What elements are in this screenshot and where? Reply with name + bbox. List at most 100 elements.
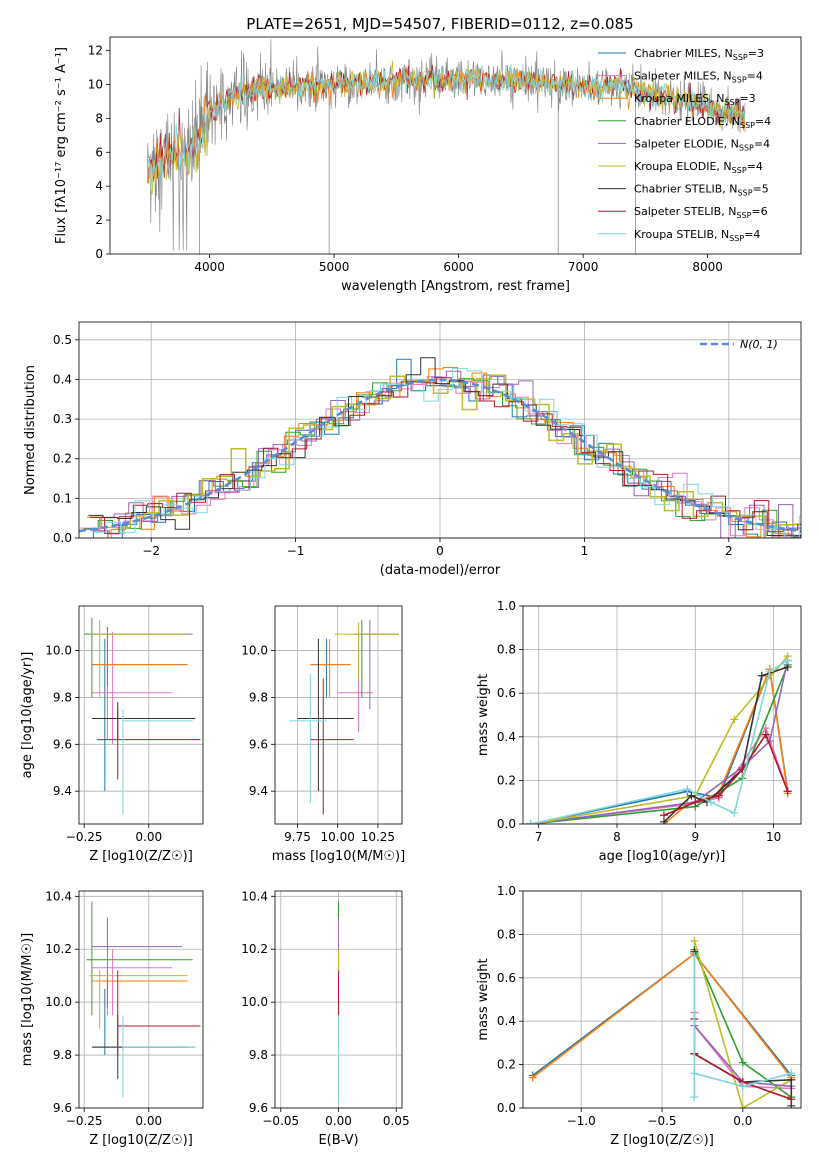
legend-entry: N(0, 1) [740,338,778,351]
series-marker-kroupa_stelib [765,667,774,676]
legend-entry: Kroupa ELODIE, NSSP=4 [634,160,763,175]
y-tick-label: 10.0 [45,995,72,1009]
histogram-kroupa_miles [82,367,801,538]
panel-age_vs_Z: −0.25 0.00 9.4 9.6 9.8 10.0 Z [log10(Z/Z☉)] age… [20,605,204,864]
y-tick-label: 10.4 [45,889,72,903]
x-axis-label: wavelength [Angstrom, rest frame] [341,279,570,294]
y-axis-label: mass weight [476,958,491,1040]
model-line-kroupa_stelib [147,63,746,189]
x-tick-label: 8000 [692,260,723,274]
series-marker-salpeter_stelib [659,811,668,820]
plot-area [289,620,399,815]
y-tick-label: 0.0 [497,817,516,831]
model-line-salpeter_stelib [147,64,746,183]
plot-area [147,39,746,254]
series-marker-kroupa_stelib [783,656,792,665]
legend-label: Salpeter STELIB, N [634,205,736,218]
axes-frame [274,890,403,1109]
series-line-salpeter_stelib [663,732,789,817]
series-line-kroupa_elodie [530,655,789,824]
y-tick-label: 0.8 [497,927,516,941]
y-tick-label: 0.0 [497,1101,516,1115]
axes: 7 8 9 10 0.0 0.2 0.4 0.6 0.8 1.0 age [log10(age/yr… [476,599,802,864]
legend-entry: Chabrier STELIB, NSSP=5 [634,183,769,198]
x-tick-label: 0.0 [733,1114,752,1128]
legend-suffix: =4 [755,115,771,128]
y-tick-label: 12 [88,44,103,58]
series-marker-kroupa_elodie [730,715,739,724]
series-marker-salpeter_stelib [783,787,792,796]
x-tick-label: −1 [287,544,305,558]
y-tick-label: 9.6 [53,1101,72,1115]
y-tick-label: 0.6 [497,686,516,700]
series-line-salpeter_elodie [530,660,789,824]
plot-area [79,357,801,538]
legend-label: Chabrier STELIB, N [634,183,738,196]
series-marker-salpeter_stelib [714,791,723,800]
legend-suffix: =4 [747,70,763,83]
series-marker-kroupa_stelib [690,952,699,961]
x-tick-label: 0.00 [325,1114,352,1128]
series-marker-kroupa_elodie [690,936,699,945]
legend-subscript: SSP [739,143,754,152]
axes: 4000 5000 6000 7000 8000 0 2 4 6 8 10 12 wavelength … [54,36,802,294]
x-tick-label: 10.25 [361,830,395,844]
y-tick-label: 2 [95,213,103,227]
legend-subscript: SSP [733,53,748,62]
axes-frame [109,36,802,255]
series-marker-kroupa_stelib [526,820,535,824]
panel-mass_vs_ebv: −0.05 0.00 0.05 9.6 9.8 10.0 10.2 10.4 E(B-V) [241,889,409,1148]
axes-frame [78,890,204,1109]
y-tick-label: 9.8 [249,690,268,704]
y-tick-label: 0.4 [497,1014,516,1028]
axes: 9.75 10.00 10.25 9.4 9.6 9.8 10.0 mass [log10(M… [241,605,405,864]
x-tick-label: 0.00 [135,1114,162,1128]
panel-residuals: −2 −1 0 1 2 0.0 0.1 0.2 0.3 0.4 0.5 (data-model)/er… [23,321,802,578]
x-tick-label: 5000 [319,260,350,274]
histogram-salpeter_miles [80,376,801,538]
series-marker-kroupa_miles [528,1073,537,1082]
x-tick-label: 10 [766,830,781,844]
series-line-chabrier_elodie [530,664,789,824]
series-marker-kroupa_stelib [683,785,692,794]
y-tick-label: 0.2 [497,773,516,787]
residual-legend: N(0, 1) [700,338,778,351]
x-axis-label: age [log10(age/yr)] [599,849,726,864]
series-marker-salpeter_stelib [691,798,700,807]
y-tick-label: 0 [95,247,103,261]
y-axis-label: mass weight [476,674,491,756]
legend-subscript: SSP [736,211,751,220]
series-line-kroupa_stelib [530,659,789,824]
y-tick-label: 0.2 [497,1058,516,1072]
histogram-kroupa_stelib [91,367,801,538]
legend-suffix: =4 [754,137,770,150]
legend-entry: Salpeter MILES, NSSP=4 [634,70,763,85]
axes: −1.0 −0.5 0.0 0.0 0.2 0.4 0.6 0.8 1.0 Z [log10(Z/… [476,884,802,1148]
legend-suffix: =3 [748,47,764,60]
plot-area [528,936,796,1108]
x-tick-label: 1 [581,544,589,558]
x-tick-label: 0.00 [135,830,162,844]
legend-label: Kroupa MILES, N [634,92,724,105]
legend-suffix: =4 [744,228,760,241]
x-tick-label: −1.0 [567,1114,596,1128]
x-axis-label: Z [log10(Z/Z☉)] [89,1133,193,1148]
x-tick-label: 9 [691,830,699,844]
plot-area [526,652,792,824]
y-tick-label: 6 [95,145,103,159]
gaussian-curve [79,378,801,533]
axes: −2 −1 0 1 2 0.0 0.1 0.2 0.3 0.4 0.5 (data-model)/er… [23,321,802,578]
spectrum-data-line [147,39,746,251]
y-tick-label: 9.8 [53,690,72,704]
legend-label: Chabrier ELODIE, N [634,115,740,128]
series-marker-kroupa_stelib [706,798,715,807]
x-axis-label: E(B-V) [318,1133,358,1148]
y-tick-label: 9.6 [53,737,72,751]
x-tick-label: −2 [142,544,160,558]
axes: −0.25 0.00 9.6 9.8 10.0 10.2 10.4 Z [log10(Z/Z☉… [20,889,204,1148]
y-tick-label: 9.4 [53,784,72,798]
x-tick-label: 0.05 [383,1114,410,1128]
panel-spectrum: 4000 5000 6000 7000 8000 0 2 4 6 8 10 12 wavelength … [54,36,802,294]
series-marker-kroupa_stelib [690,1069,699,1078]
